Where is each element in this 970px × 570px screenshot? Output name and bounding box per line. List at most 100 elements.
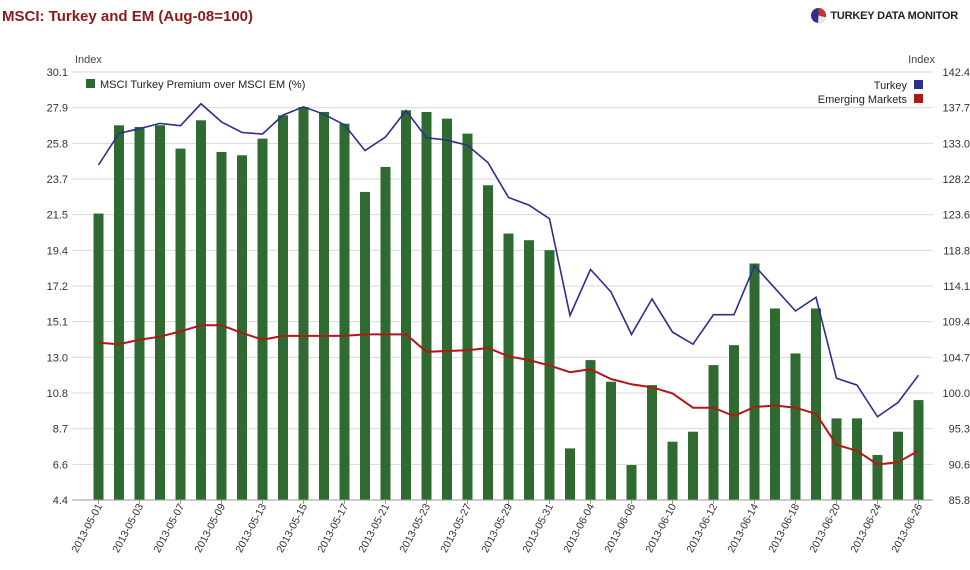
bar [544,250,555,500]
right-tick-label: 90.6 [949,459,970,471]
bar [483,185,493,501]
bar-series [93,106,924,501]
bar [155,125,165,500]
x-tick-label: 2013-05-21 [356,502,392,555]
x-tick-label: 2013-06-20 [807,502,843,555]
left-tick-label: 10.8 [47,388,68,400]
bar [503,233,514,500]
bar [237,155,247,500]
bar [339,123,350,500]
bar [852,418,862,500]
x-tick-labels: 2013-05-01 2013-05-03 2013-05-07 2013-05-09… [69,500,925,555]
bar [114,125,124,500]
bar [93,213,104,500]
bar [606,381,616,500]
bar [688,431,698,500]
right-tick-label: 142.4 [942,67,970,79]
bar [913,400,924,500]
bar [667,441,678,500]
brand-logo: TURKEY DATA MONITOR [810,7,958,24]
bar [298,106,309,500]
legend-swatch-emerging-markets [914,94,923,103]
bar [729,345,739,500]
right-axis-title: Index [908,54,935,66]
bar [360,191,370,500]
bar [524,240,534,500]
bar [278,115,288,500]
left-axis-title: Index [75,54,102,66]
bar [626,465,637,500]
x-tick-label: 2013-05-23 [397,502,433,555]
x-tick-label: 2013-05-07 [151,502,187,555]
left-tick-label: 13.0 [47,352,68,364]
bar [134,126,145,500]
bar [647,385,657,500]
right-tick-label: 100.0 [942,388,970,400]
x-tick-label: 2013-05-09 [192,502,228,555]
right-tick-label: 114.1 [943,281,970,293]
x-tick-label: 2013-05-27 [438,502,474,555]
x-tick-label: 2013-06-24 [848,502,884,555]
x-tick-label: 2013-06-26 [889,502,925,555]
right-tick-label: 118.8 [943,245,970,257]
left-tick-label: 19.4 [47,245,68,257]
right-tick-label: 123.6 [942,210,970,222]
legend-swatch-turkey [914,80,923,89]
bar [893,431,903,500]
left-tick-label: 6.6 [53,459,68,471]
x-tick-label: 2013-05-13 [233,502,269,555]
left-tick-label: 23.7 [47,174,68,186]
right-tick-label: 128.2 [942,174,970,186]
left-tick-label: 27.9 [47,103,68,115]
bar [811,308,821,500]
bar [708,365,719,500]
x-tick-label: 2013-06-14 [725,502,761,555]
x-tick-label: 2013-06-12 [684,502,720,555]
bar [462,133,473,500]
pie-logo-icon [811,8,827,24]
left-tick-label: 30.1 [47,67,68,79]
legend-swatch-premium [86,79,95,88]
bar [401,110,411,501]
series-line-emerging-markets [98,324,919,466]
legend-label-turkey: Turkey [874,80,908,92]
left-tick-label: 15.1 [47,317,68,329]
right-tick-label: 137.7 [942,103,970,115]
bar [421,111,432,500]
bar [196,120,206,501]
x-tick-label: 2013-06-10 [643,502,679,555]
legend-lines: Turkey Emerging Markets [818,80,923,106]
bar [749,263,760,500]
bar [257,138,268,500]
bar [831,418,842,500]
left-tick-label: 21.5 [47,210,68,222]
right-tick-label: 104.7 [942,352,970,364]
x-tick-label: 2013-06-18 [766,502,802,555]
bar [770,308,780,500]
x-tick-label: 2013-05-29 [479,502,515,555]
right-tick-label: 95.3 [949,424,970,436]
right-tick-label: 133.0 [942,138,970,150]
x-tick-label: 2013-05-17 [315,502,351,555]
bar [790,353,801,500]
left-tick-label: 4.4 [53,495,68,507]
bar [585,360,596,500]
left-tick-label: 17.2 [47,281,68,293]
right-tick-labels: 142.4 137.7 133.0 128.2 123.6 118.8 114.1 109.4… [942,67,970,507]
legend-label-premium: MSCI Turkey Premium over MSCI EM (%) [100,79,305,91]
x-tick-label: 2013-05-03 [110,502,146,555]
chart-title: MSCI: Turkey and EM (Aug-08=100) [2,8,254,25]
x-tick-label: 2013-06-06 [602,502,638,555]
left-tick-labels: 30.1 27.9 25.8 23.7 21.5 19.4 17.2 15.1 13.0 10.8… [47,67,68,507]
series-line-turkey [97,102,920,418]
x-tick-label: 2013-06-04 [561,502,597,555]
bar [319,111,329,500]
left-tick-label: 8.7 [53,424,68,436]
x-tick-label: 2013-05-01 [69,502,105,555]
bar [565,448,575,500]
bar [442,118,452,501]
left-tick-label: 25.8 [47,138,68,150]
legend-bar: MSCI Turkey Premium over MSCI EM (%) [86,79,305,91]
legend-label-emerging-markets: Emerging Markets [818,94,908,106]
